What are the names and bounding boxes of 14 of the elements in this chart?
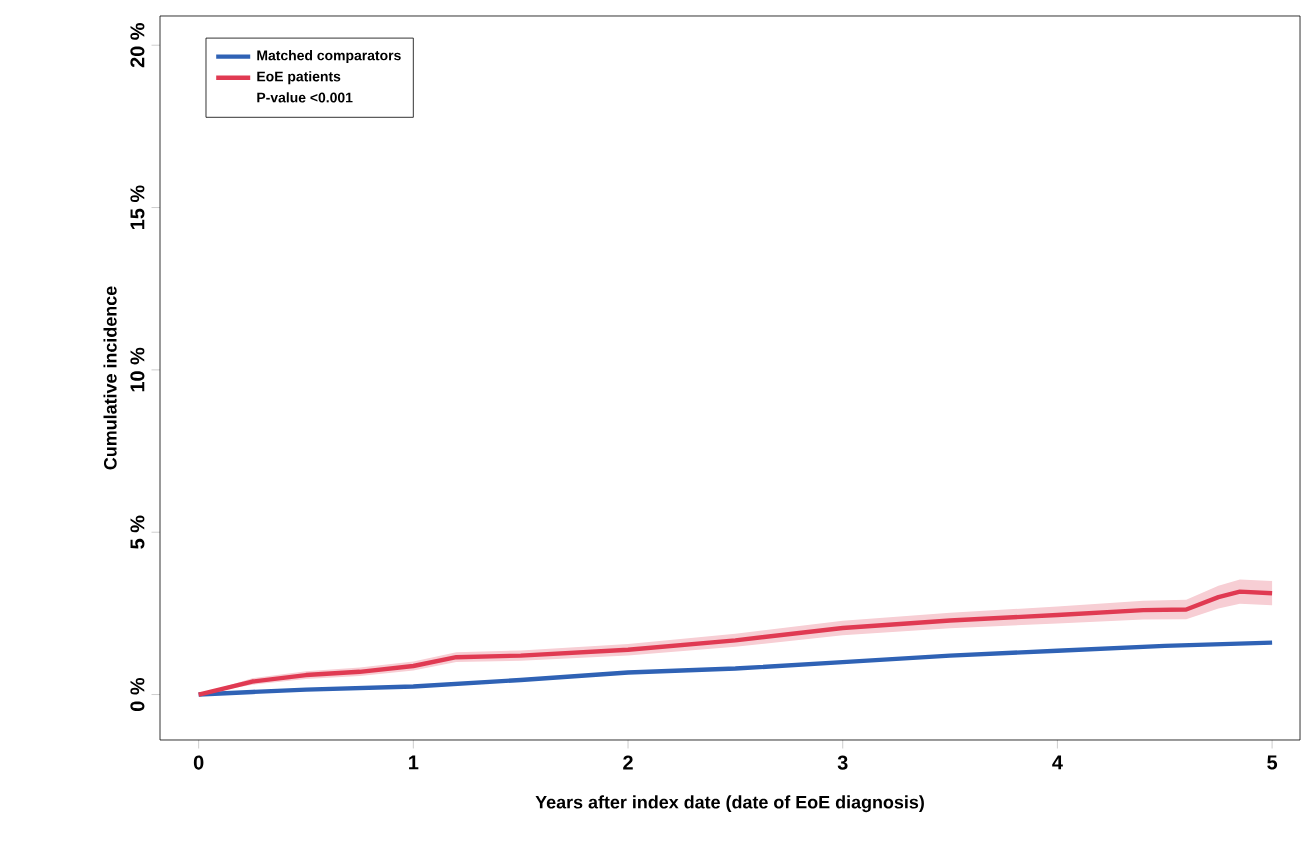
y-tick-label: 0 % bbox=[130, 677, 145, 711]
x-tick-label: 2 bbox=[623, 755, 633, 770]
y-tick-label: 20 % bbox=[130, 23, 145, 68]
x-tick-label: 4 bbox=[1052, 755, 1063, 770]
x-tick-label: 1 bbox=[409, 755, 419, 770]
line-series bbox=[196, 640, 1275, 697]
y-tick-label: 10 % bbox=[130, 347, 145, 392]
x-axis-title: Years after index date (date of EoE diagnosis) bbox=[535, 795, 924, 813]
y-tick-label: 15 % bbox=[130, 185, 145, 229]
x-tick-label: 3 bbox=[837, 755, 848, 770]
y-tick-label: 5 % bbox=[130, 515, 145, 549]
x-tick-label: 0 bbox=[193, 755, 204, 770]
y-axis-title: Cumulative incidence bbox=[103, 286, 117, 470]
x-tick-label: 5 bbox=[1267, 755, 1278, 770]
